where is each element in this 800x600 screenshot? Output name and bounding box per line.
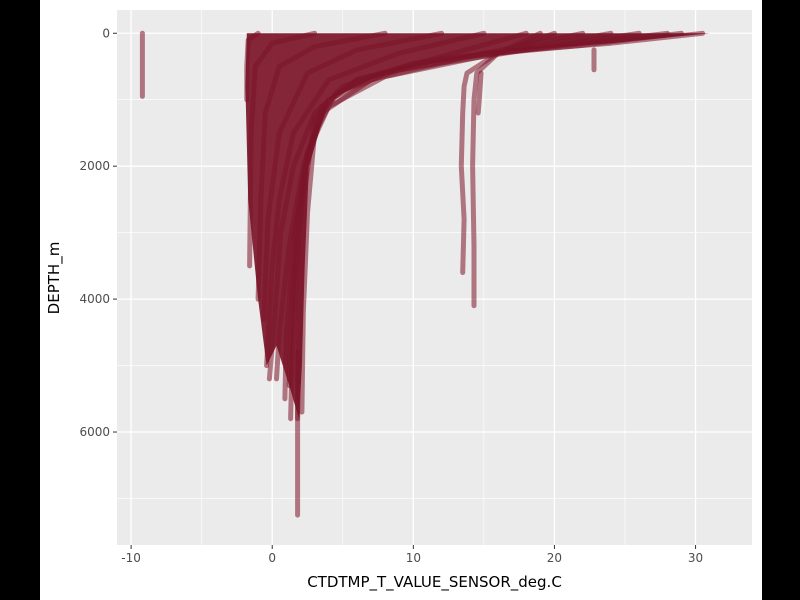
series-layer <box>139 30 710 518</box>
profile-line <box>475 70 484 116</box>
x-axis: -10 0 10 20 30 <box>121 545 703 565</box>
y-tick-label: 6000 <box>79 425 110 439</box>
profile-density-area <box>245 33 710 419</box>
y-tick-label: 0 <box>102 26 110 40</box>
x-tick-label: 0 <box>268 551 276 565</box>
plot-panel <box>117 10 752 545</box>
plot-frame: -10 0 10 20 30 0 2000 4000 6000 CTDTMP_T_VALUE_… <box>40 0 762 600</box>
x-tick-label: 20 <box>547 551 562 565</box>
chart: -10 0 10 20 30 0 2000 4000 6000 CTDTMP_T_VALUE_… <box>45 10 752 592</box>
x-tick-label: 10 <box>406 551 421 565</box>
x-tick-label: -10 <box>121 551 141 565</box>
x-tick-label: 30 <box>688 551 703 565</box>
profile-line <box>470 30 557 309</box>
y-tick-label: 2000 <box>79 159 110 173</box>
y-axis: 0 2000 4000 6000 <box>79 26 117 439</box>
y-axis-title: DEPTH_m <box>45 242 64 315</box>
y-tick-label: 4000 <box>79 292 110 306</box>
x-axis-title: CTDTMP_T_VALUE_SENSOR_deg.C <box>307 573 562 592</box>
